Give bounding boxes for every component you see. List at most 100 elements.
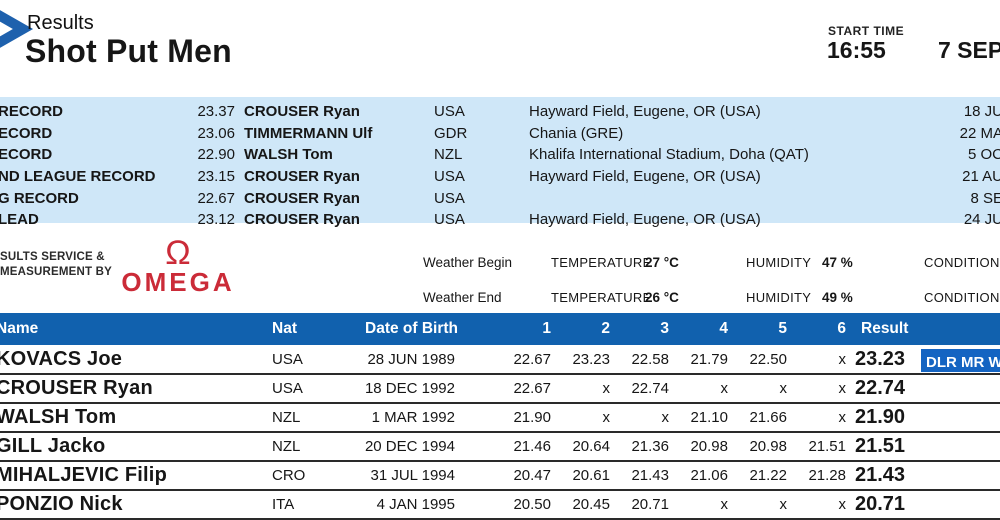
record-date: 22 MA [959, 124, 1000, 142]
omega-symbol-icon: Ω [165, 234, 191, 272]
record-venue: Hayward Field, Eugene, OR (USA) [529, 168, 761, 186]
record-label: ND LEAGUE RECORD [0, 168, 156, 186]
attempt-value-5: 22.50 [749, 351, 787, 368]
record-venue: Hayward Field, Eugene, OR (USA) [529, 211, 761, 229]
attempt-value-6: 21.51 [808, 438, 846, 455]
athlete-dob: 4 JAN 1995 [376, 496, 455, 513]
record-mark: 23.06 [197, 124, 235, 142]
record-row: G RECORD 22.67 CROUSER Ryan USA 8 SE [0, 188, 1000, 210]
record-nat: GDR [434, 124, 468, 142]
humidity-value: 49 % [822, 290, 853, 305]
weather-row: Weather End TEMPERATURE 26 °C HUMIDITY 4… [0, 289, 1000, 324]
results-table-header: Name Nat Date of Birth 1 2 3 4 5 6 Resul… [0, 313, 1000, 345]
attempt-value-1: 20.47 [513, 467, 551, 484]
table-row: KOVACS Joe USA 28 JUN 1989 22.67 23.23 2… [0, 346, 1000, 375]
page-title: Shot Put Men [25, 33, 232, 69]
result-value: 21.90 [855, 406, 906, 428]
col-attempt-5: 5 [778, 320, 787, 337]
start-time-value: 16:55 [827, 37, 886, 63]
athlete-name: KOVACS Joe [0, 348, 123, 370]
start-time-label: START TIME [828, 24, 905, 38]
record-nat: NZL [434, 146, 463, 164]
table-row: GILL Jacko NZL 20 DEC 1994 21.46 20.64 2… [0, 433, 1000, 462]
result-value: 23.23 [855, 348, 906, 370]
result-value: 22.74 [855, 377, 906, 399]
attempt-value-4: 21.79 [690, 351, 728, 368]
attempt-value-6: 21.28 [808, 467, 846, 484]
record-mark: 23.12 [197, 211, 235, 229]
record-row: LEAD 23.12 CROUSER Ryan USA Hayward Fiel… [0, 209, 1000, 231]
col-attempt-1: 1 [542, 320, 551, 337]
sponsor-caption: SULTS SERVICE & MEASUREMENT BY [0, 250, 112, 280]
athlete-nat: USA [272, 380, 303, 397]
record-nat: USA [434, 189, 465, 207]
attempt-value-3: 20.71 [631, 496, 669, 513]
col-result: Result [861, 320, 909, 337]
record-date: 24 JU [963, 211, 1000, 229]
athlete-name: GILL Jacko [0, 435, 106, 457]
result-value: 21.43 [855, 464, 906, 486]
table-row: PONZIO Nick ITA 4 JAN 1995 20.50 20.45 2… [0, 491, 1000, 520]
temperature-value: 26 °C [645, 290, 679, 305]
report-type-label: Results [27, 12, 94, 34]
attempt-value-3: 22.58 [631, 351, 669, 368]
attempt-value-4: 20.98 [690, 438, 728, 455]
attempt-value-4: x [720, 380, 729, 397]
omega-wordmark: OMEGA [121, 267, 235, 297]
humidity-label: HUMIDITY [746, 290, 812, 305]
event-date: 7 SEP 2 [938, 37, 1000, 63]
attempt-value-3: 21.36 [631, 438, 669, 455]
results-table-body: KOVACS Joe USA 28 JUN 1989 22.67 23.23 2… [0, 346, 1000, 520]
omega-logo: Ω OMEGA [118, 234, 238, 297]
col-attempt-3: 3 [660, 320, 669, 337]
attempt-value-1: 20.50 [513, 496, 551, 513]
attempt-value-3: x [661, 409, 670, 426]
chevron-icon [0, 10, 34, 48]
attempt-value-6: x [838, 409, 847, 426]
attempt-value-1: 22.67 [513, 351, 551, 368]
record-mark: 23.37 [197, 103, 235, 120]
attempt-value-3: 21.43 [631, 467, 669, 484]
record-label: G RECORD [0, 189, 79, 207]
attempt-value-5: 21.66 [749, 409, 787, 426]
record-date: 21 AU [962, 168, 1000, 186]
table-row: WALSH Tom NZL 1 MAR 1992 21.90 x x 21.10… [0, 404, 1000, 433]
attempt-value-5: x [779, 496, 788, 513]
record-mark: 23.15 [197, 168, 235, 186]
athlete-dob: 31 JUL 1994 [370, 467, 455, 484]
athlete-name: WALSH Tom [0, 406, 117, 428]
record-label: LEAD [0, 211, 39, 229]
attempt-value-4: x [720, 496, 729, 513]
athlete-dob: 28 JUN 1989 [367, 351, 455, 368]
attempt-value-5: 20.98 [749, 438, 787, 455]
weather-phase-label: Weather End [423, 290, 502, 305]
attempt-value-2: x [602, 380, 611, 397]
record-athlete: WALSH Tom [244, 146, 333, 164]
temperature-label: TEMPERATURE [551, 290, 652, 305]
athlete-name: MIHALJEVIC Filip [0, 464, 167, 486]
attempt-value-1: 22.67 [513, 380, 551, 397]
attempt-value-2: 20.64 [572, 438, 610, 455]
record-row: ND LEAGUE RECORD 23.15 CROUSER Ryan USA … [0, 166, 1000, 188]
record-date: 5 OC [967, 146, 1000, 164]
col-attempt-2: 2 [601, 320, 610, 337]
attempt-value-5: x [779, 380, 788, 397]
attempt-value-5: 21.22 [749, 467, 787, 484]
record-nat: USA [434, 211, 465, 229]
record-venue: Hayward Field, Eugene, OR (USA) [529, 103, 761, 120]
conditions-label: CONDITIONS [924, 290, 1000, 305]
result-badge: DLR MR WL [921, 349, 1000, 372]
col-dob: Date of Birth [365, 320, 458, 337]
attempt-value-4: 21.10 [690, 409, 728, 426]
humidity-label: HUMIDITY [746, 255, 812, 270]
record-label: RECORD [0, 103, 64, 120]
attempt-value-6: x [838, 380, 847, 397]
weather-row: Weather Begin TEMPERATURE 27 °C HUMIDITY… [0, 254, 1000, 289]
athlete-nat: NZL [272, 409, 301, 426]
record-mark: 22.67 [197, 189, 235, 207]
record-athlete: CROUSER Ryan [244, 189, 360, 207]
athlete-name: CROUSER Ryan [0, 377, 153, 399]
record-athlete: CROUSER Ryan [244, 211, 360, 229]
record-athlete: TIMMERMANN Ulf [244, 124, 373, 142]
